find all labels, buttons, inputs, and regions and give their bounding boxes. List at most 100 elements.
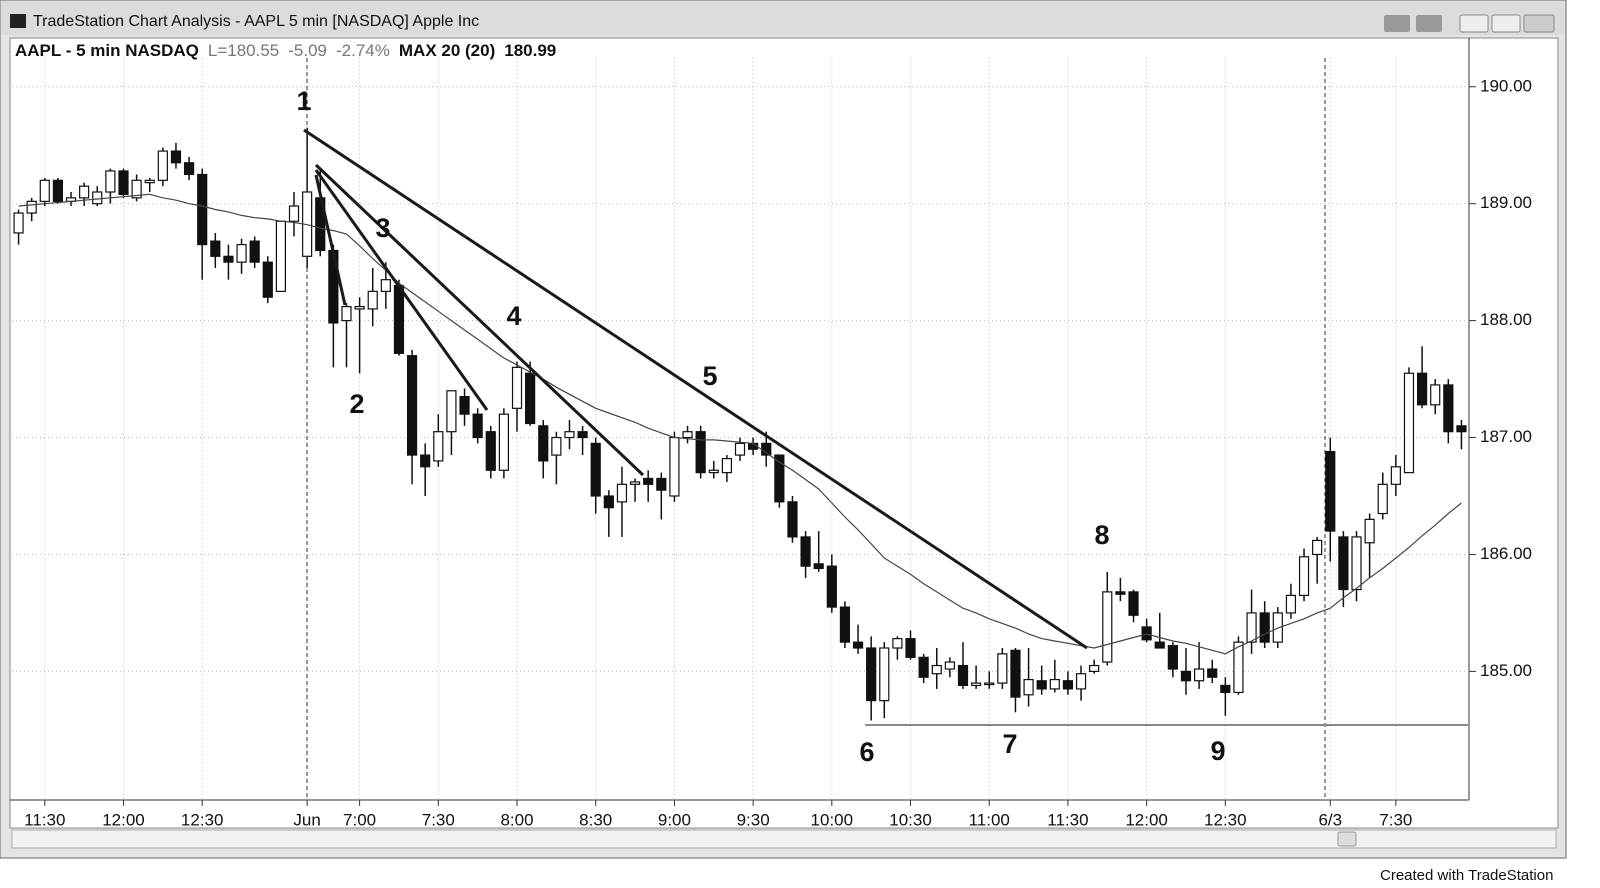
candle-body <box>1416 372 1428 406</box>
x-tick-label: 7:00 <box>343 810 376 829</box>
candle-body <box>367 290 378 310</box>
candle-body <box>1377 483 1388 515</box>
candle-body <box>616 483 628 503</box>
candle-body <box>433 431 444 462</box>
candle-body <box>1075 673 1087 690</box>
candle-body <box>341 305 352 322</box>
scrollbar[interactable] <box>11 829 1557 849</box>
candle-body <box>354 305 365 310</box>
candle-body <box>1089 664 1100 672</box>
candle-body <box>275 220 287 292</box>
candle-body <box>197 173 208 246</box>
candle-body <box>1102 591 1113 663</box>
candle-body <box>406 355 418 456</box>
candle-body <box>288 205 300 222</box>
candle-body <box>1049 678 1060 690</box>
x-tick-label: 11:30 <box>24 810 65 829</box>
candle-body <box>170 150 182 164</box>
candle-body <box>918 656 929 678</box>
candle-body <box>13 212 24 234</box>
x-tick-label: 8:00 <box>500 810 533 829</box>
candle-body <box>223 255 234 263</box>
x-tick-label: 12:00 <box>1125 810 1168 829</box>
annotation: 7 <box>1002 729 1017 759</box>
candle-body <box>905 638 916 658</box>
scroll-thumb[interactable] <box>1337 831 1357 847</box>
candle-body <box>1390 466 1401 485</box>
title-bar <box>1 1 1565 35</box>
candle-body <box>1193 668 1205 682</box>
candle-body <box>734 442 746 456</box>
app-icon <box>10 14 26 28</box>
candle-body <box>1259 612 1270 643</box>
candle-body <box>1403 372 1415 474</box>
symbol-button[interactable] <box>1384 15 1410 32</box>
candle-body <box>79 185 90 199</box>
candle-body <box>551 436 562 456</box>
candle-body <box>564 431 575 439</box>
candle-body <box>1233 641 1244 694</box>
candle-body <box>931 664 942 675</box>
symbol: AAPL - 5 min NASDAQ <box>15 41 199 60</box>
annotation: 4 <box>506 301 521 331</box>
minimize-button[interactable] <box>1459 14 1489 33</box>
close-button[interactable] <box>1523 14 1555 33</box>
x-tick-label: 12:30 <box>181 810 224 829</box>
candle-body <box>1180 670 1192 682</box>
candle-body <box>813 563 824 570</box>
candle-body <box>525 372 536 425</box>
candle-body <box>695 431 706 474</box>
candle-body <box>236 244 247 263</box>
candle-body <box>577 431 588 439</box>
x-tick-label: 6/3 <box>1318 810 1342 829</box>
last-price: L=180.55 <box>207 41 280 60</box>
restore-button[interactable] <box>1491 14 1521 33</box>
plot-background <box>9 37 1559 829</box>
indicator-value: 180.99 <box>504 41 557 60</box>
candle-body <box>1298 556 1310 596</box>
candle-body <box>643 477 654 485</box>
annotation: 3 <box>375 213 390 243</box>
candle-body <box>105 170 116 193</box>
candle-body <box>472 413 483 439</box>
annotation: 1 <box>296 86 311 116</box>
x-tick-label: 9:00 <box>658 810 691 829</box>
candle-body <box>1430 384 1441 406</box>
annotation: 6 <box>859 737 874 767</box>
candle-body <box>1128 591 1139 616</box>
candle-body <box>774 454 785 503</box>
window-buttons[interactable] <box>1384 14 1555 33</box>
chart-header: AAPL - 5 min NASDAQ L=180.55 -5.09 -2.74… <box>15 41 556 61</box>
annotation: 5 <box>702 361 717 391</box>
candle-body <box>131 179 142 199</box>
candle-body <box>498 413 509 471</box>
interval-button[interactable] <box>1416 15 1442 32</box>
scroll-track[interactable] <box>11 829 1557 849</box>
trend-line <box>314 169 489 411</box>
candle-body <box>1167 645 1178 670</box>
x-tick-label: 11:30 <box>1047 810 1088 829</box>
trend-line <box>303 128 1088 650</box>
x-tick-label: 9:30 <box>737 810 770 829</box>
candle-body <box>118 170 129 195</box>
candle-body <box>669 436 680 497</box>
trend-line <box>314 174 347 306</box>
y-tick-label: 186.00 <box>1480 544 1532 563</box>
annotation: 2 <box>349 389 364 419</box>
candle-body <box>984 682 995 686</box>
candle-body <box>826 565 837 608</box>
x-tick-label: 10:30 <box>889 810 932 829</box>
candle-body <box>656 477 667 491</box>
x-tick-label: 10:00 <box>811 810 854 829</box>
candle-body <box>1141 626 1152 641</box>
candle-body <box>1036 680 1047 690</box>
candle-body <box>852 641 864 649</box>
y-tick-label: 188.00 <box>1480 310 1532 329</box>
candle-body <box>380 279 391 292</box>
candle-body <box>1285 594 1297 614</box>
candle-body <box>866 647 877 702</box>
candle-body <box>511 366 523 409</box>
candle-body <box>1338 536 1349 591</box>
candle-body <box>1115 591 1126 595</box>
